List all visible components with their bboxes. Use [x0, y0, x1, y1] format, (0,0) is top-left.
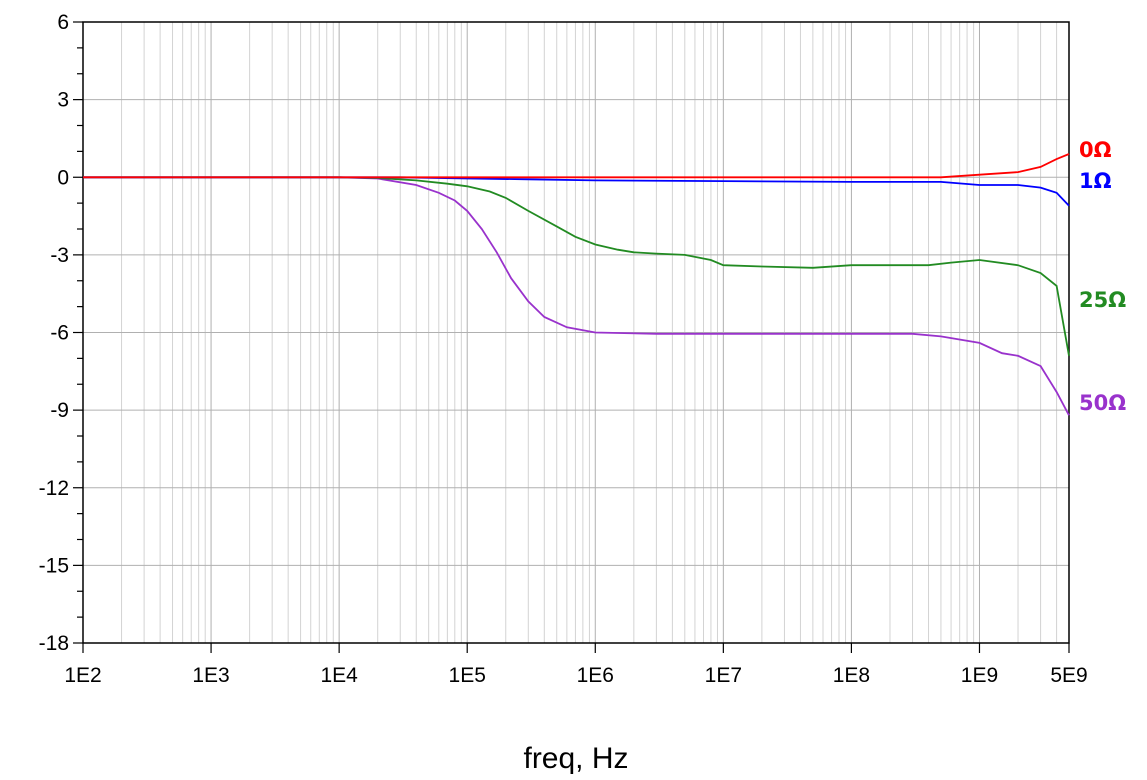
y-tick-label: 3 [57, 89, 69, 112]
x-tick-label: 1E8 [833, 664, 870, 687]
series-line [83, 176, 1070, 356]
x-axis-ticks: 1E2 1E3 1E4 1E5 1E6 1E7 1E8 1E9 5E9 [64, 643, 1088, 687]
x-tick-label: 5E9 [1050, 664, 1087, 687]
x-tick-label: 1E5 [449, 664, 486, 687]
series-label: 25Ω [1079, 288, 1126, 312]
series-label: 50Ω [1079, 391, 1126, 415]
series-line [83, 176, 1070, 416]
x-tick-label: 1E3 [192, 664, 229, 687]
x-tick-label: 1E7 [705, 664, 742, 687]
y-tick-label: 6 [57, 11, 69, 34]
y-tick-label: -15 [39, 554, 69, 577]
x-tick-label: 1E6 [577, 664, 614, 687]
x-tick-label: 1E2 [64, 664, 101, 687]
x-axis-title: freq, Hz [523, 742, 628, 775]
y-tick-label: -9 [50, 399, 69, 422]
series-label: 1Ω [1079, 169, 1112, 193]
x-tick-label: 1E4 [320, 664, 358, 687]
x-tick-label: 1E9 [961, 664, 998, 687]
y-tick-label: -18 [39, 632, 69, 655]
major-grid [82, 21, 1070, 644]
y-tick-label: 0 [57, 166, 69, 189]
y-axis-ticks: 6 3 0 -3 -6 -9 -12 -15 -18 [39, 11, 83, 655]
y-tick-label: -3 [50, 244, 69, 267]
series-lines [83, 153, 1070, 416]
series-line [83, 176, 1070, 207]
series-line [83, 153, 1070, 179]
series-labels: 0Ω 1Ω 25Ω 50Ω [1079, 138, 1126, 415]
y-tick-label: -12 [39, 477, 69, 500]
y-tick-label: -6 [50, 322, 69, 345]
series-label: 0Ω [1079, 138, 1112, 162]
